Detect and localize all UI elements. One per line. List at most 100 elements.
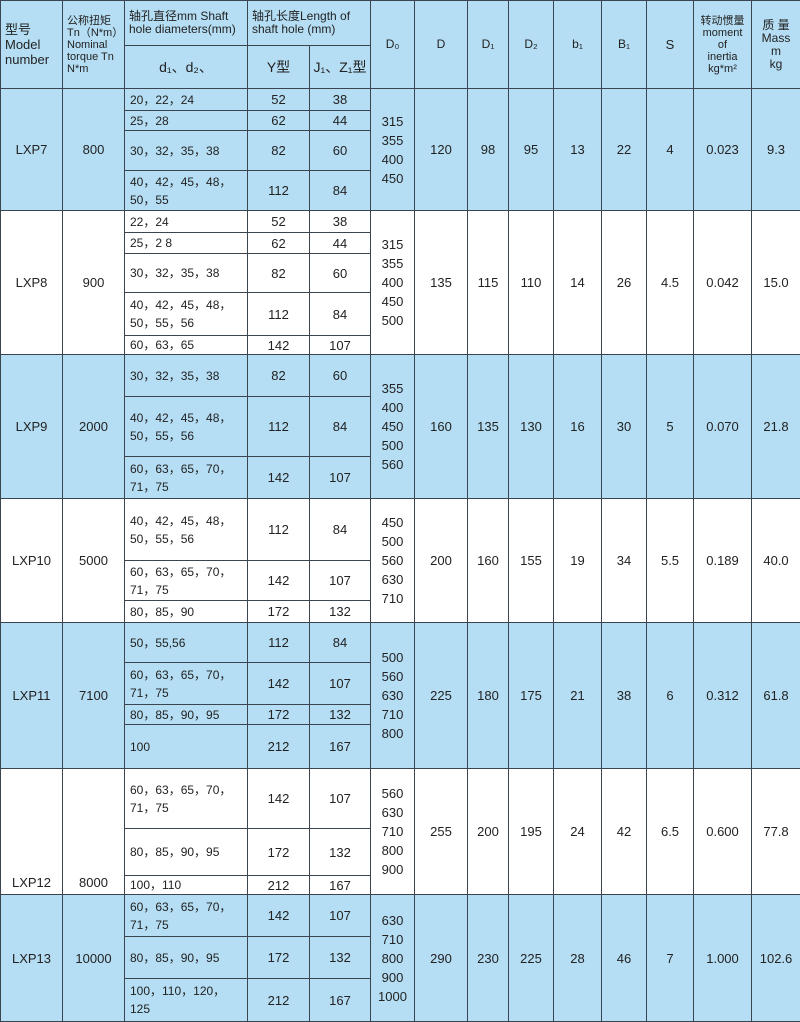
shaft-diameter-cell: 40，42，45，48， 50，55，56 bbox=[125, 397, 248, 457]
j1z1-length-cell: 167 bbox=[310, 725, 371, 769]
y-length-cell: 142 bbox=[248, 769, 310, 829]
B1-cell: 38 bbox=[602, 623, 647, 769]
torque-cell: 800 bbox=[63, 89, 125, 211]
header-D2: D₂ bbox=[509, 1, 554, 89]
j1z1-length-cell: 132 bbox=[310, 705, 371, 725]
model-cell: LXP7 bbox=[1, 89, 63, 211]
header-D0: D₀ bbox=[371, 1, 415, 89]
shaft-diameter-cell: 80，85，90，95 bbox=[125, 829, 248, 876]
header-mass: 质 量 Mass m kg bbox=[752, 1, 800, 89]
j1z1-length-cell: 84 bbox=[310, 397, 371, 457]
mass-cell: 77.8 bbox=[752, 769, 800, 895]
header-shaft-diameter: 轴孔直径mm Shaft hole diameters(mm) bbox=[125, 1, 248, 46]
mass-cell: 40.0 bbox=[752, 499, 800, 623]
header-shaft-length: 轴孔长度Length of shaft hole (mm) bbox=[248, 1, 371, 46]
D0-cell: 630 710 800 900 1000 bbox=[371, 895, 415, 1022]
j1z1-length-cell: 107 bbox=[310, 663, 371, 705]
inertia-cell: 0.023 bbox=[694, 89, 752, 211]
j1z1-length-cell: 44 bbox=[310, 233, 371, 254]
shaft-diameter-cell: 80，85，90，95 bbox=[125, 705, 248, 725]
inertia-cell: 1.000 bbox=[694, 895, 752, 1022]
shaft-diameter-cell: 30，32，35，38 bbox=[125, 254, 248, 293]
shaft-diameter-cell: 60，63，65 bbox=[125, 336, 248, 355]
D-cell: 200 bbox=[415, 499, 468, 623]
D1-cell: 160 bbox=[468, 499, 509, 623]
y-length-cell: 112 bbox=[248, 623, 310, 663]
y-length-cell: 112 bbox=[248, 293, 310, 336]
model-cell: LXP13 bbox=[1, 895, 63, 1022]
S-cell: 7 bbox=[647, 895, 694, 1022]
y-length-cell: 212 bbox=[248, 979, 310, 1022]
j1z1-length-cell: 167 bbox=[310, 979, 371, 1022]
S-cell: 6 bbox=[647, 623, 694, 769]
S-cell: 4.5 bbox=[647, 211, 694, 355]
D2-cell: 130 bbox=[509, 355, 554, 499]
D1-cell: 98 bbox=[468, 89, 509, 211]
D0-cell: 560 630 710 800 900 bbox=[371, 769, 415, 895]
j1z1-length-cell: 84 bbox=[310, 499, 371, 561]
D2-cell: 225 bbox=[509, 895, 554, 1022]
y-length-cell: 52 bbox=[248, 211, 310, 233]
mass-cell: 102.6 bbox=[752, 895, 800, 1022]
j1z1-length-cell: 132 bbox=[310, 829, 371, 876]
y-length-cell: 142 bbox=[248, 663, 310, 705]
D1-cell: 200 bbox=[468, 769, 509, 895]
j1z1-length-cell: 60 bbox=[310, 355, 371, 397]
shaft-diameter-cell: 60，63，65，70， 71，75 bbox=[125, 457, 248, 499]
j1z1-length-cell: 60 bbox=[310, 254, 371, 293]
shaft-diameter-cell: 20，22，24 bbox=[125, 89, 248, 111]
y-length-cell: 142 bbox=[248, 457, 310, 499]
mass-cell: 9.3 bbox=[752, 89, 800, 211]
y-length-cell: 82 bbox=[248, 254, 310, 293]
S-cell: 4 bbox=[647, 89, 694, 211]
b1-cell: 28 bbox=[554, 895, 602, 1022]
inertia-cell: 0.070 bbox=[694, 355, 752, 499]
y-length-cell: 172 bbox=[248, 829, 310, 876]
header-d1-d2: d₁、d₂、 bbox=[125, 46, 248, 89]
B1-cell: 26 bbox=[602, 211, 647, 355]
torque-cell: 10000 bbox=[63, 895, 125, 1022]
torque-cell: 8000 bbox=[63, 769, 125, 895]
j1z1-length-cell: 38 bbox=[310, 211, 371, 233]
j1z1-length-cell: 132 bbox=[310, 937, 371, 979]
shaft-diameter-cell: 25，28 bbox=[125, 111, 248, 131]
y-length-cell: 212 bbox=[248, 725, 310, 769]
header-inertia: 转动惯量 moment of inertia kg*m² bbox=[694, 1, 752, 89]
shaft-diameter-cell: 100，110，120， 125 bbox=[125, 979, 248, 1022]
shaft-diameter-cell: 25，2 8 bbox=[125, 233, 248, 254]
shaft-diameter-cell: 30，32，35，38 bbox=[125, 355, 248, 397]
y-length-cell: 172 bbox=[248, 601, 310, 623]
j1z1-length-cell: 132 bbox=[310, 601, 371, 623]
S-cell: 6.5 bbox=[647, 769, 694, 895]
header-model: 型号 Model number bbox=[1, 1, 63, 89]
j1z1-length-cell: 38 bbox=[310, 89, 371, 111]
D0-cell: 355 400 450 500 560 bbox=[371, 355, 415, 499]
b1-cell: 14 bbox=[554, 211, 602, 355]
D1-cell: 180 bbox=[468, 623, 509, 769]
D2-cell: 155 bbox=[509, 499, 554, 623]
y-length-cell: 172 bbox=[248, 937, 310, 979]
D-cell: 225 bbox=[415, 623, 468, 769]
y-length-cell: 142 bbox=[248, 336, 310, 355]
y-length-cell: 62 bbox=[248, 233, 310, 254]
D0-cell: 500 560 630 710 800 bbox=[371, 623, 415, 769]
y-length-cell: 112 bbox=[248, 171, 310, 211]
y-length-cell: 52 bbox=[248, 89, 310, 111]
torque-cell: 5000 bbox=[63, 499, 125, 623]
shaft-diameter-cell: 60，63，65，70， 71，75 bbox=[125, 895, 248, 937]
S-cell: 5.5 bbox=[647, 499, 694, 623]
y-length-cell: 112 bbox=[248, 499, 310, 561]
y-length-cell: 62 bbox=[248, 111, 310, 131]
y-length-cell: 82 bbox=[248, 355, 310, 397]
j1z1-length-cell: 60 bbox=[310, 131, 371, 171]
D1-cell: 230 bbox=[468, 895, 509, 1022]
B1-cell: 42 bbox=[602, 769, 647, 895]
D0-cell: 315 355 400 450 500 bbox=[371, 211, 415, 355]
shaft-diameter-cell: 60，63，65，70， 71，75 bbox=[125, 561, 248, 601]
y-length-cell: 212 bbox=[248, 876, 310, 895]
D0-cell: 450 500 560 630 710 bbox=[371, 499, 415, 623]
